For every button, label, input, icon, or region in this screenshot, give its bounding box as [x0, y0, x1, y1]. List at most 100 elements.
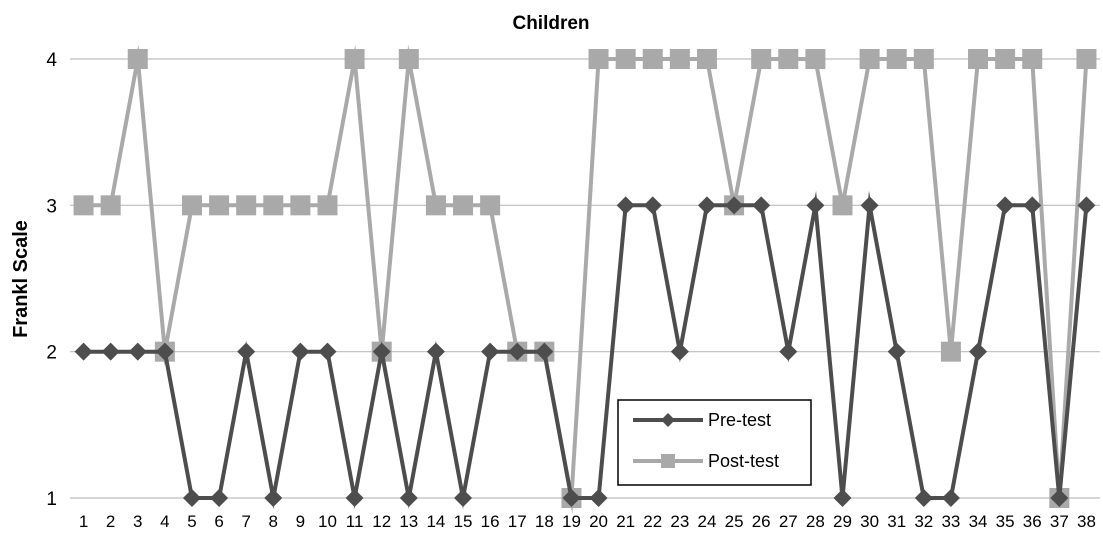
data-point-pre-test [589, 489, 608, 507]
data-point-post-test [669, 49, 690, 69]
x-tick-label: 13 [399, 512, 418, 531]
data-point-pre-test [860, 196, 879, 215]
x-tick-label: 28 [806, 512, 825, 531]
x-tick-label: 1 [79, 512, 88, 531]
data-point-post-test [236, 195, 257, 216]
chart-title: Children [512, 13, 589, 34]
x-tick-label: 4 [160, 512, 169, 531]
x-tick-label: 16 [481, 512, 500, 531]
data-point-post-test [209, 195, 230, 216]
data-point-pre-test [1077, 196, 1096, 215]
data-point-pre-test [1023, 196, 1042, 215]
data-point-pre-test [806, 196, 825, 215]
x-tick-label: 21 [616, 512, 635, 531]
series-post-test [73, 44, 1097, 515]
data-point-pre-test [887, 342, 906, 361]
data-point-pre-test [914, 489, 933, 507]
data-point-post-test [100, 195, 121, 216]
y-axis-label: Frankl Scale [10, 220, 32, 338]
series-line-pre-test [83, 190, 1089, 509]
x-tick-label: 15 [454, 512, 473, 531]
x-tick-label: 6 [214, 512, 223, 531]
data-point-post-test [263, 195, 284, 216]
data-point-post-test [832, 195, 853, 216]
x-tick-label: 32 [914, 512, 933, 531]
data-point-post-test [615, 49, 636, 69]
data-point-post-test [995, 49, 1016, 69]
x-tick-label: 9 [296, 512, 305, 531]
x-tick-label: 8 [269, 512, 278, 531]
data-point-post-test [968, 49, 989, 69]
x-tick-label: 2 [106, 512, 115, 531]
y-tick-label: 2 [46, 343, 57, 364]
data-point-pre-test [616, 196, 635, 215]
x-tick-label: 11 [346, 512, 364, 531]
x-tick-label: 26 [752, 512, 771, 531]
data-point-post-test [127, 49, 148, 69]
x-tick-label: 17 [508, 512, 527, 531]
data-point-post-test [588, 49, 609, 69]
data-point-pre-test [643, 196, 662, 215]
x-tick-label: 30 [860, 512, 879, 531]
data-point-post-test [317, 195, 338, 216]
legend: Pre-test Post-test [617, 399, 812, 486]
data-point-pre-test [155, 342, 174, 361]
data-point-post-test [778, 49, 799, 69]
data-point-pre-test [372, 342, 391, 361]
data-point-pre-test [237, 342, 256, 361]
data-point-pre-test [481, 342, 500, 361]
legend-marker-pre-test [661, 413, 675, 427]
data-point-post-test [425, 195, 446, 216]
data-point-pre-test [697, 196, 716, 215]
data-point-pre-test [101, 342, 120, 361]
data-point-post-test [480, 195, 501, 216]
data-point-pre-test [535, 342, 554, 361]
x-tick-label: 22 [643, 512, 662, 531]
data-point-pre-test [1050, 489, 1069, 507]
data-point-post-test [886, 49, 907, 69]
y-tick-label: 3 [46, 196, 57, 217]
data-point-post-test [642, 49, 663, 69]
x-tick-label: 3 [133, 512, 142, 531]
data-point-post-test [344, 49, 365, 69]
x-tick-label: 12 [372, 512, 391, 531]
y-axis-ticks: 1 2 3 4 [46, 50, 57, 510]
x-tick-label: 36 [1023, 512, 1042, 531]
data-point-pre-test [318, 342, 337, 361]
x-tick-label: 14 [426, 512, 445, 531]
x-tick-label: 27 [779, 512, 798, 531]
data-point-pre-test [562, 489, 581, 507]
data-point-pre-test [291, 342, 310, 361]
x-tick-label: 34 [969, 512, 988, 531]
x-tick-label: 24 [698, 512, 717, 531]
data-point-pre-test [996, 196, 1015, 215]
data-point-pre-test [752, 196, 771, 215]
x-axis-ticks: 1 2 3 4 5 6 7 8 9 10 11 12 13 14 15 16 17 18 19 20 21 22 23 24 2… [79, 512, 1096, 531]
x-tick-label: 25 [725, 512, 744, 531]
data-point-post-test [1022, 49, 1043, 69]
legend-box [617, 399, 812, 486]
data-point-post-test [1076, 49, 1097, 69]
x-tick-label: 29 [833, 512, 852, 531]
data-point-post-test [181, 195, 202, 216]
data-point-pre-test [74, 342, 93, 361]
x-tick-label: 5 [187, 512, 196, 531]
data-point-post-test [940, 341, 961, 362]
data-point-post-test [290, 195, 311, 216]
data-point-pre-test [426, 342, 445, 361]
data-point-pre-test [264, 489, 283, 507]
y-tick-label: 1 [46, 489, 57, 510]
data-point-pre-test [670, 342, 689, 361]
x-tick-label: 19 [562, 512, 581, 531]
data-point-pre-test [399, 489, 418, 507]
data-point-pre-test [779, 342, 798, 361]
data-point-pre-test [508, 342, 527, 361]
data-point-pre-test [210, 489, 229, 507]
data-point-post-test [805, 49, 826, 69]
data-point-pre-test [725, 196, 744, 215]
legend-label-post-test: Post-test [708, 451, 779, 471]
data-point-pre-test [345, 489, 364, 507]
data-point-pre-test [941, 489, 960, 507]
